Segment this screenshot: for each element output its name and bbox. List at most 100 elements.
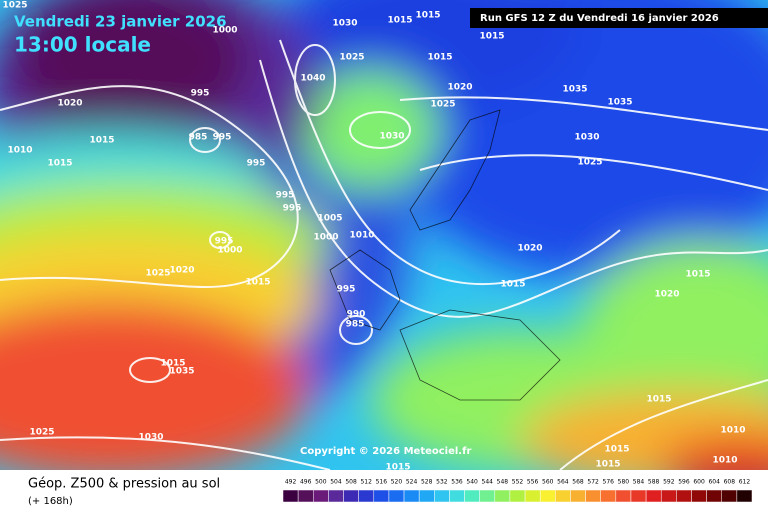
legend-swatch [328,489,344,503]
isobar-label: 995 [191,89,210,99]
legend-value: 564 [557,479,569,486]
isobar-label: 995 [213,133,232,143]
isobar-label: 1000 [217,246,242,256]
legend-value: 560 [542,479,554,486]
legend-swatch [524,489,541,503]
legend-value: 548 [497,479,509,486]
legend-swatch [388,489,405,503]
legend-value: 496 [300,479,312,486]
map-field [0,0,768,470]
isobar-label: 1025 [145,269,170,279]
legend-swatch [600,489,617,503]
isobar-label: 1015 [500,280,525,290]
isobar-label: 1025 [2,1,27,11]
isobar-label: 1015 [685,270,710,280]
legend-swatch [615,489,632,503]
isobar-label: 1010 [720,426,745,436]
isobar-label: 1015 [479,32,504,42]
legend-swatch [403,489,420,503]
legend-value: 572 [587,479,599,486]
isobar-label: 1025 [339,53,364,63]
legend-value: 520 [391,479,403,486]
isobar-label: 1025 [577,158,602,168]
isobar-label: 1010 [712,456,737,466]
legend-value: 576 [603,479,615,486]
isobar-label: 1040 [300,74,325,84]
isobar-label: 1000 [313,233,338,243]
isobar-label: 1030 [138,433,163,443]
isobar-label: 1035 [562,85,587,95]
isobar-label: 1015 [595,460,620,470]
copyright: Copyright © 2026 Meteociel.fr [300,446,471,457]
legend-value: 592 [663,479,675,486]
isobar-label: 1020 [169,266,194,276]
legend-value: 544 [482,479,494,486]
legend-value: 552 [512,479,524,486]
legend-swatch [645,489,662,503]
legend-swatch [585,489,601,503]
isobar-label: 1030 [574,133,599,143]
legend-swatch [282,489,299,503]
isobar-label: 985 [346,320,365,330]
legend-value: 568 [572,479,584,486]
legend-value: 532 [436,479,448,486]
isobar-label: 1015 [89,136,114,146]
run-box [470,8,768,28]
isobar-label: 1020 [447,83,472,93]
isobar-label: 1015 [646,395,671,405]
legend-swatch [630,489,647,503]
legend-swatch [479,489,496,503]
isobar-label: 1035 [607,98,632,108]
legend-swatch [706,489,722,503]
legend-swatch [358,489,375,503]
legend-value: 596 [678,479,690,486]
isobar-label: 1010 [349,231,374,241]
isobar-label: 995 [247,159,266,169]
isobar-label: 1030 [379,132,404,142]
isobar-label: 1010 [7,146,32,156]
legend-value: 588 [648,479,660,486]
legend-subtitle: (+ 168h) [28,496,73,507]
isobar-label: 1015 [160,359,185,369]
isobar-label: 1020 [654,290,679,300]
legend-value: 608 [724,479,736,486]
legend-value: 556 [527,479,539,486]
isobar-label: 1015 [245,278,270,288]
legend-swatch [464,489,480,503]
isobar-label: 1000 [212,26,237,36]
isobar-label: 1005 [317,214,342,224]
map-time: 13:00 locale [14,33,151,57]
isobar-label: 1015 [427,53,452,63]
legend-swatch [539,489,556,503]
legend-value: 580 [618,479,630,486]
legend-swatch [555,489,571,503]
legend-swatch [494,489,511,503]
run-info: Run GFS 12 Z du Vendredi 16 janvier 2026 [480,13,719,24]
legend-value: 512 [360,479,372,486]
legend-value: 508 [345,479,357,486]
legend-value: 536 [451,479,463,486]
legend-swatch [660,489,677,503]
color-scale: 492 496 500 504 508 512 516 520 524 528 532 536 540 5… [282,479,753,503]
isobar-label: 1020 [517,244,542,254]
isobar-label: 1015 [387,16,412,26]
legend-swatch [509,489,526,503]
isobar-label: 1025 [430,100,455,110]
isobar-label: 1035 [169,367,194,377]
legend-swatch [721,489,738,503]
legend-value: 604 [708,479,720,486]
legend-swatch [676,489,692,503]
legend-swatch [343,489,359,503]
legend-title: Géop. Z500 & pression au sol [28,477,220,492]
isobar-label: 1015 [415,11,440,21]
legend-value: 612 [739,479,751,486]
legend-swatch [418,489,435,503]
map-date: Vendredi 23 janvier 2026 [14,13,227,31]
legend-swatch [736,489,753,503]
isobar-label: 985 [189,133,208,143]
legend-swatch [434,489,450,503]
legend-value: 504 [330,479,342,486]
legend-swatch [570,489,586,503]
